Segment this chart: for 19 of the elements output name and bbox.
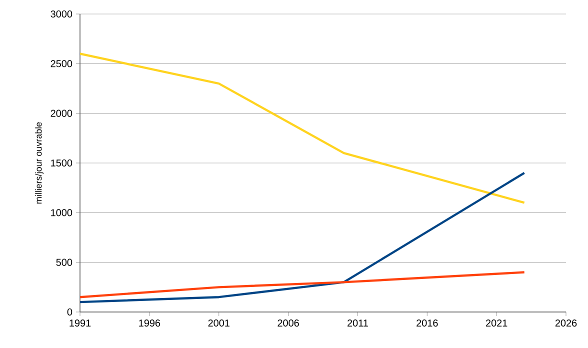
y-tick-label: 1500 [51,159,72,167]
y-axis-title: milliers/jour ouvrable [35,122,44,204]
x-tick-label: 2021 [486,320,508,327]
line-series [80,271,526,298]
x-tick-label: 2001 [208,320,230,327]
x-tick-label: 2016 [416,320,438,327]
line-series [80,172,526,304]
y-tick-label: 3000 [50,10,72,18]
x-tick-label: 2011 [348,320,368,327]
y-tick-label: 500 [56,258,72,266]
y-tick-label: 2500 [50,60,72,68]
x-tick-label: 1996 [139,320,160,327]
x-tick-label: 2026 [555,320,577,327]
y-tick-label: 1000 [51,209,72,216]
x-tick-label: 2006 [278,320,299,327]
y-tick-label: 0 [67,308,72,316]
x-tick-label: 1991 [70,320,91,327]
line-series [80,52,526,204]
y-tick-label: 2000 [50,110,72,117]
